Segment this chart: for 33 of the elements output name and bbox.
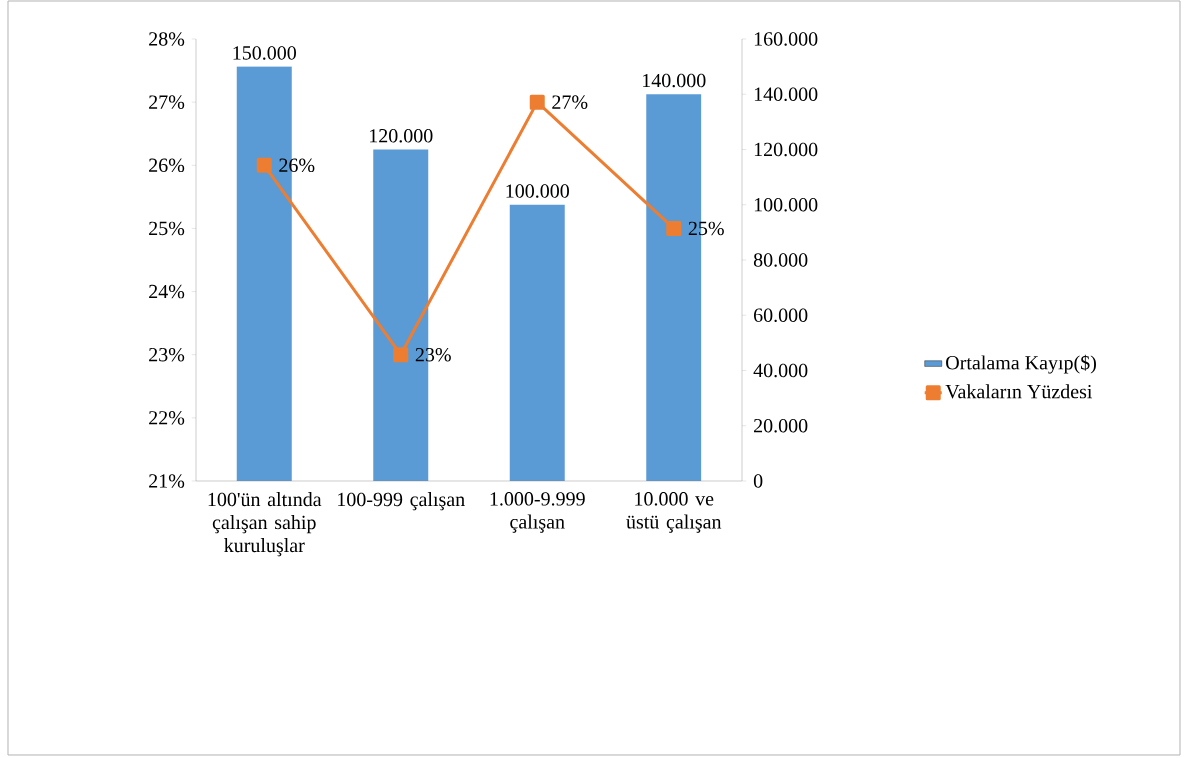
data-label: 120.000 bbox=[370, 129, 433, 143]
x-tick-label: 10.000 ve üstü çalışan bbox=[626, 492, 722, 533]
legend-label: Ortalama Kayıp($) bbox=[946, 354, 1096, 374]
y-tick-label: 21% bbox=[149, 474, 185, 488]
y-tick-label: 23% bbox=[149, 347, 185, 362]
y-tick-label: 26% bbox=[149, 158, 185, 173]
data-label: 150.000 bbox=[233, 46, 296, 60]
y-tick-label: 28% bbox=[149, 32, 185, 46]
y2-tick-label: 120.000 bbox=[754, 142, 818, 157]
y2-tick-label: 100.000 bbox=[754, 197, 818, 212]
legend-label: Vakaların Yüzdesi bbox=[945, 384, 1093, 399]
x-tick-label: 1.000-9.999 çalışan bbox=[490, 492, 585, 533]
y2-tick-label: 60.000 bbox=[754, 308, 808, 323]
y2-tick-label: 80.000 bbox=[753, 253, 808, 267]
data-label: 27% bbox=[552, 95, 588, 109]
y2-tick-label: 40.000 bbox=[753, 363, 808, 378]
y-tick-label: 24% bbox=[149, 284, 185, 299]
data-label: 100.000 bbox=[506, 184, 569, 198]
y2-tick-label: 0 bbox=[753, 474, 763, 488]
y2-tick-label: 160.000 bbox=[754, 32, 818, 46]
point bbox=[529, 94, 545, 110]
point bbox=[393, 347, 409, 363]
y2-tick-label: 140.000 bbox=[754, 87, 818, 102]
y-tick-label: 25% bbox=[149, 221, 185, 236]
data-label: 140.000 bbox=[643, 73, 706, 88]
bar bbox=[509, 204, 565, 481]
x-tick-label: 100-999 çalışan bbox=[338, 492, 465, 511]
point bbox=[256, 157, 272, 173]
y-tick-label: 22% bbox=[149, 411, 185, 425]
point bbox=[666, 220, 682, 236]
y2-tick-label: 20.000 bbox=[754, 418, 808, 433]
y-tick-label: 27% bbox=[149, 95, 185, 109]
x-tick-label: 100'ün altında çalışan sahip kuruluşlar bbox=[208, 492, 322, 557]
